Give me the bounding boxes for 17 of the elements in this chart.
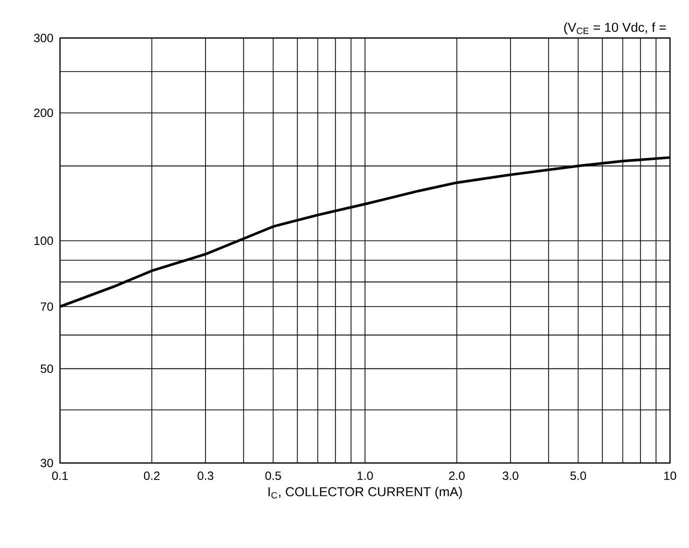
y-tick-label: 50 [40,364,54,373]
x-tick-label: 0.5 [265,471,281,480]
x-tick-label: 3.0 [502,471,518,480]
x-tick-label: 0.1 [52,471,68,480]
y-tick-label: 100 [34,236,54,245]
x-axis-title: I$_{C}$, COLLECTOR CURRENT (mA) [268,486,462,499]
x-tick-label: 0.2 [144,471,160,480]
y-tick-label: 30 [40,458,54,468]
y-tick-label: 300 [34,34,54,42]
x-tick-label: 0.3 [198,471,214,480]
y-tick-label: 70 [40,302,54,311]
text: (V$_{CE}$ = 10 Vdc, f = [564,22,666,34]
x-tick-label: 10 [664,471,676,480]
x-tick-label: 2.0 [449,471,465,480]
x-tick-label: 1.0 [358,471,373,480]
y-tick-label: 200 [34,108,54,118]
x-tick-label: 5.0 [570,471,586,480]
